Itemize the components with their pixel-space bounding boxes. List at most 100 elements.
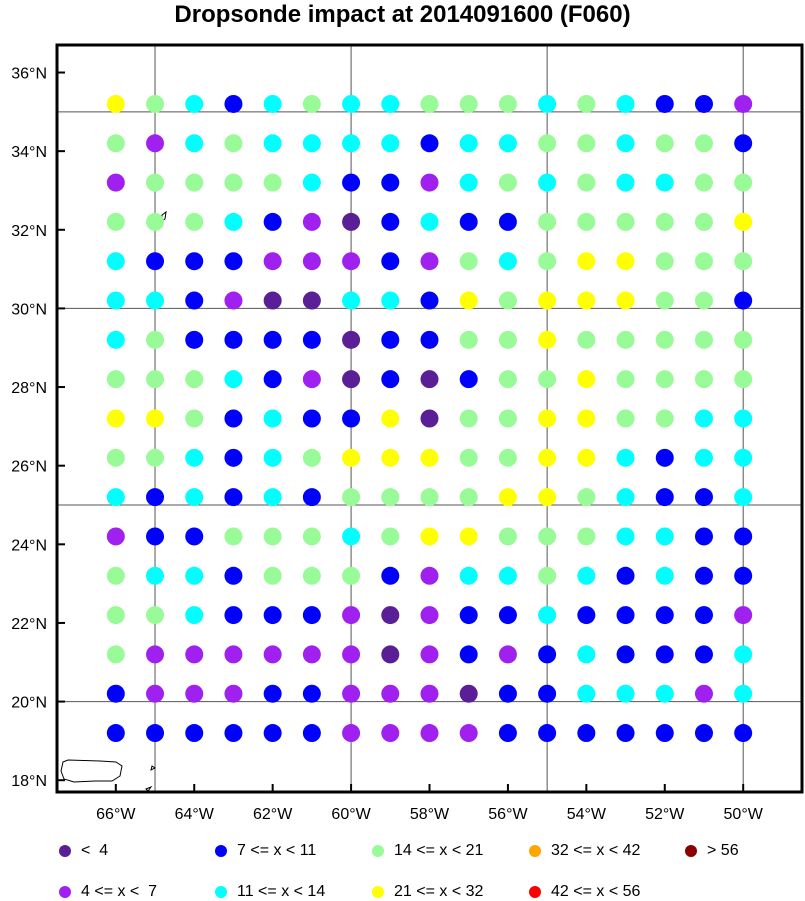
impact-point xyxy=(734,606,753,625)
impact-point xyxy=(381,606,400,625)
impact-point xyxy=(655,527,674,546)
impact-point xyxy=(459,291,478,310)
impact-point xyxy=(342,684,361,703)
impact-point xyxy=(106,724,125,743)
impact-point xyxy=(185,330,204,349)
impact-point xyxy=(577,645,596,664)
impact-point xyxy=(420,606,439,625)
island-small-3 xyxy=(145,785,153,792)
impact-point xyxy=(302,94,321,113)
impact-point xyxy=(538,134,557,153)
x-tick-label: 64°W xyxy=(175,806,215,823)
impact-point xyxy=(577,684,596,703)
impact-point xyxy=(263,212,282,231)
impact-point xyxy=(302,173,321,192)
impact-point xyxy=(459,645,478,664)
y-tick-label: 36°N xyxy=(11,66,47,83)
impact-point xyxy=(224,488,243,507)
impact-point xyxy=(106,684,125,703)
impact-point xyxy=(342,94,361,113)
impact-point xyxy=(420,370,439,389)
impact-point xyxy=(498,409,517,428)
impact-point xyxy=(224,409,243,428)
impact-point xyxy=(655,645,674,664)
impact-point xyxy=(577,606,596,625)
impact-point xyxy=(420,566,439,585)
impact-point xyxy=(302,488,321,507)
impact-point xyxy=(302,212,321,231)
impact-point xyxy=(263,370,282,389)
impact-point xyxy=(224,684,243,703)
impact-point xyxy=(420,330,439,349)
y-tick-label: 22°N xyxy=(11,616,47,633)
impact-point xyxy=(538,330,557,349)
impact-point xyxy=(106,645,125,664)
impact-point xyxy=(302,645,321,664)
impact-point xyxy=(420,488,439,507)
impact-point xyxy=(263,566,282,585)
impact-point xyxy=(342,488,361,507)
impact-point xyxy=(459,566,478,585)
impact-point xyxy=(185,291,204,310)
impact-point xyxy=(185,527,204,546)
x-tick-label: 54°W xyxy=(567,806,607,823)
impact-point xyxy=(381,409,400,428)
impact-point xyxy=(342,606,361,625)
impact-point xyxy=(459,527,478,546)
impact-point xyxy=(655,409,674,428)
impact-point xyxy=(302,291,321,310)
impact-point xyxy=(734,252,753,271)
impact-point xyxy=(694,724,713,743)
impact-point xyxy=(538,94,557,113)
impact-point xyxy=(420,173,439,192)
impact-point xyxy=(616,370,635,389)
map-title: Dropsonde impact at 2014091600 (F060) xyxy=(174,1,631,28)
impact-point xyxy=(106,488,125,507)
impact-point xyxy=(538,252,557,271)
impact-point xyxy=(420,252,439,271)
impact-point xyxy=(342,330,361,349)
impact-point xyxy=(185,134,204,153)
impact-point xyxy=(734,448,753,467)
x-tick-label: 62°W xyxy=(253,806,293,823)
impact-point xyxy=(106,409,125,428)
impact-point xyxy=(616,527,635,546)
impact-point xyxy=(381,684,400,703)
impact-point xyxy=(342,134,361,153)
impact-point xyxy=(694,212,713,231)
impact-point xyxy=(459,606,478,625)
impact-point xyxy=(459,409,478,428)
impact-point xyxy=(498,291,517,310)
impact-point xyxy=(655,488,674,507)
impact-point xyxy=(106,94,125,113)
impact-point xyxy=(185,448,204,467)
impact-point xyxy=(734,94,753,113)
impact-point xyxy=(498,448,517,467)
impact-point xyxy=(577,370,596,389)
impact-point xyxy=(420,409,439,428)
impact-point xyxy=(106,448,125,467)
impact-points xyxy=(106,94,753,743)
impact-point xyxy=(577,173,596,192)
impact-point xyxy=(146,370,165,389)
impact-point xyxy=(655,291,674,310)
impact-point xyxy=(302,330,321,349)
impact-point xyxy=(577,212,596,231)
x-tick-label: 52°W xyxy=(645,806,685,823)
impact-point xyxy=(538,606,557,625)
impact-point xyxy=(577,94,596,113)
impact-point xyxy=(146,330,165,349)
axis-ticks: 66°W 64°W 62°W 60°W 58°W 56°W 54°W 52°W 50°W 18°N… xyxy=(11,66,763,823)
y-tick-label: 26°N xyxy=(11,459,47,476)
impact-point xyxy=(655,606,674,625)
impact-point xyxy=(459,252,478,271)
impact-point xyxy=(185,409,204,428)
impact-point xyxy=(694,684,713,703)
impact-point xyxy=(655,370,674,389)
impact-point xyxy=(655,94,674,113)
impact-point xyxy=(185,645,204,664)
impact-point xyxy=(106,606,125,625)
impact-point xyxy=(263,684,282,703)
impact-point xyxy=(224,134,243,153)
